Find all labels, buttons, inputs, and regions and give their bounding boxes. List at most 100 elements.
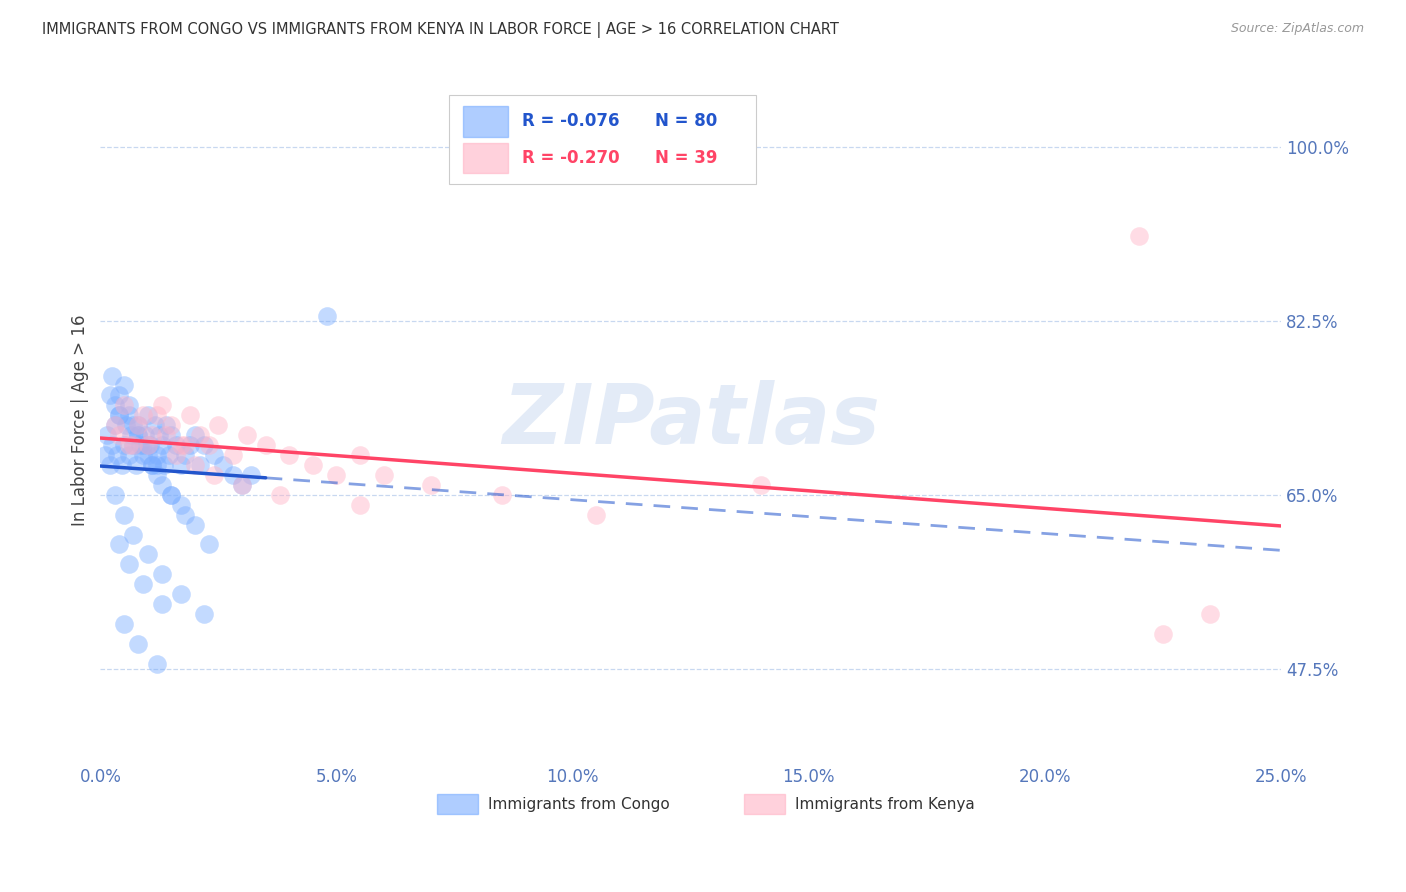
Point xyxy=(127,428,149,442)
Text: R = -0.076: R = -0.076 xyxy=(522,112,619,130)
Point xyxy=(110,458,132,472)
Point xyxy=(212,458,235,472)
Point xyxy=(150,398,173,412)
Point xyxy=(160,428,183,442)
Point xyxy=(103,398,125,412)
Point xyxy=(198,438,221,452)
Point xyxy=(349,448,371,462)
Point xyxy=(143,418,166,433)
Bar xyxy=(744,794,785,814)
Point xyxy=(188,428,211,442)
Point xyxy=(165,438,187,452)
Point xyxy=(98,388,121,402)
Point xyxy=(136,548,159,562)
Point xyxy=(94,448,117,462)
Y-axis label: In Labor Force | Age > 16: In Labor Force | Age > 16 xyxy=(72,315,89,526)
Point xyxy=(136,448,159,462)
Point xyxy=(193,438,215,452)
Point xyxy=(155,428,177,442)
Point xyxy=(127,428,149,442)
Point xyxy=(179,438,201,452)
Point xyxy=(118,558,141,572)
Point xyxy=(132,448,155,462)
Point xyxy=(202,467,225,482)
Point xyxy=(103,418,125,433)
Point xyxy=(146,467,169,482)
Point xyxy=(101,438,124,452)
Point xyxy=(160,488,183,502)
Point xyxy=(1199,607,1222,621)
Point xyxy=(179,409,201,423)
Point xyxy=(231,478,253,492)
Point xyxy=(98,458,121,472)
Point xyxy=(150,597,173,611)
Point xyxy=(108,409,131,423)
Point xyxy=(231,478,253,492)
Point xyxy=(207,418,229,433)
Point xyxy=(146,409,169,423)
Point xyxy=(169,587,191,601)
Point xyxy=(349,498,371,512)
Point xyxy=(221,448,243,462)
Point xyxy=(325,467,347,482)
Text: Immigrants from Kenya: Immigrants from Kenya xyxy=(794,797,974,812)
Point xyxy=(108,409,131,423)
Point xyxy=(120,428,142,442)
Text: ZIPatlas: ZIPatlas xyxy=(502,380,880,461)
Point xyxy=(751,478,773,492)
Point xyxy=(122,527,145,541)
Point xyxy=(174,508,197,522)
Point xyxy=(112,398,135,412)
Point xyxy=(108,537,131,551)
Text: N = 39: N = 39 xyxy=(655,149,717,167)
Point xyxy=(221,467,243,482)
Point xyxy=(112,616,135,631)
Point xyxy=(585,508,607,522)
Point xyxy=(153,458,176,472)
Point xyxy=(316,309,339,323)
Point xyxy=(188,458,211,472)
Point xyxy=(160,488,183,502)
Point xyxy=(150,438,173,452)
Point xyxy=(302,458,325,472)
Point xyxy=(125,458,148,472)
Point xyxy=(105,448,128,462)
Point xyxy=(136,438,159,452)
Point xyxy=(118,448,141,462)
Point xyxy=(174,448,197,462)
Point xyxy=(115,418,138,433)
Point xyxy=(157,448,180,462)
Point xyxy=(132,577,155,591)
Point xyxy=(269,488,291,502)
Point xyxy=(146,657,169,671)
Point xyxy=(141,458,163,472)
Point xyxy=(148,428,170,442)
Point xyxy=(491,488,513,502)
Point xyxy=(146,448,169,462)
Point xyxy=(112,508,135,522)
Point xyxy=(122,418,145,433)
Point xyxy=(118,398,141,412)
Point xyxy=(278,448,301,462)
Text: R = -0.270: R = -0.270 xyxy=(522,149,620,167)
Point xyxy=(127,418,149,433)
Point xyxy=(160,418,183,433)
Text: IMMIGRANTS FROM CONGO VS IMMIGRANTS FROM KENYA IN LABOR FORCE | AGE > 16 CORRELA: IMMIGRANTS FROM CONGO VS IMMIGRANTS FROM… xyxy=(42,22,839,38)
Point xyxy=(118,438,141,452)
Point xyxy=(101,368,124,383)
Text: Immigrants from Congo: Immigrants from Congo xyxy=(488,797,669,812)
Point xyxy=(184,517,207,532)
Text: Source: ZipAtlas.com: Source: ZipAtlas.com xyxy=(1230,22,1364,36)
Point xyxy=(419,478,441,492)
Point xyxy=(122,438,145,452)
Point xyxy=(96,428,118,442)
Point xyxy=(146,458,169,472)
Text: N = 80: N = 80 xyxy=(655,112,717,130)
Point xyxy=(108,428,131,442)
Point xyxy=(169,458,191,472)
Point xyxy=(240,467,263,482)
Point xyxy=(112,378,135,392)
Bar xyxy=(437,794,478,814)
Point xyxy=(150,478,173,492)
Point xyxy=(139,438,162,452)
